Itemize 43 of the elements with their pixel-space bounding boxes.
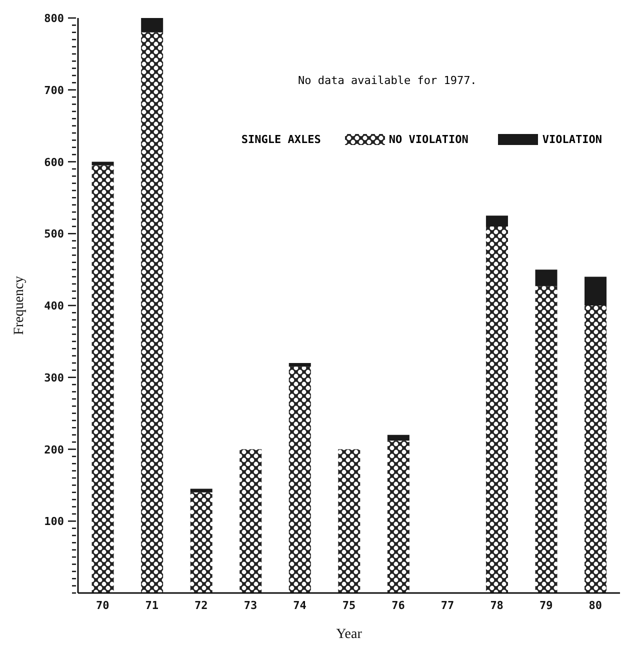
y-tick-label: 800 [44,12,64,25]
bar [584,306,607,593]
bar [190,492,212,593]
bar [486,216,508,226]
x-axis-title: Year [336,627,362,642]
bar [338,449,360,593]
y-tick-label: 700 [44,84,64,97]
legend-label: VIOLATION [542,133,602,146]
x-tick-label: 76 [392,598,406,612]
bar [387,434,410,441]
bar [288,363,311,367]
x-tick-label: 79 [539,598,553,612]
annotation: No data available for 1977. [298,74,477,87]
y-axis-title: Frequency [12,276,27,336]
bar [584,276,607,306]
y-tick-label: 300 [44,371,64,384]
x-tick-label: 73 [244,598,258,612]
y-tick-label: 500 [44,228,64,241]
x-tick-label: 78 [490,598,504,612]
bar [535,286,558,593]
x-tick-label: 77 [440,598,454,612]
bar [92,165,114,593]
bar [141,18,164,32]
bar [141,32,164,593]
bar [387,440,410,593]
bar [92,162,114,166]
bar [288,366,311,593]
y-tick-label: 100 [44,515,64,528]
y-tick-label: 400 [44,300,64,312]
y-tick-label: 600 [44,156,64,169]
x-tick-label: 71 [145,598,159,612]
legend-title: SINGLE AXLES [241,133,321,146]
bar [240,449,262,593]
x-tick-label: 74 [293,598,307,612]
bar [190,488,212,492]
legend-label: NO VIOLATION [388,133,468,146]
x-tick-label: 72 [194,598,208,612]
bar [535,270,558,286]
x-tick-label: 70 [96,598,110,612]
x-tick-label: 75 [342,598,356,612]
x-tick-label: 80 [588,598,602,612]
bar [486,226,508,593]
y-tick-label: 200 [44,443,64,456]
